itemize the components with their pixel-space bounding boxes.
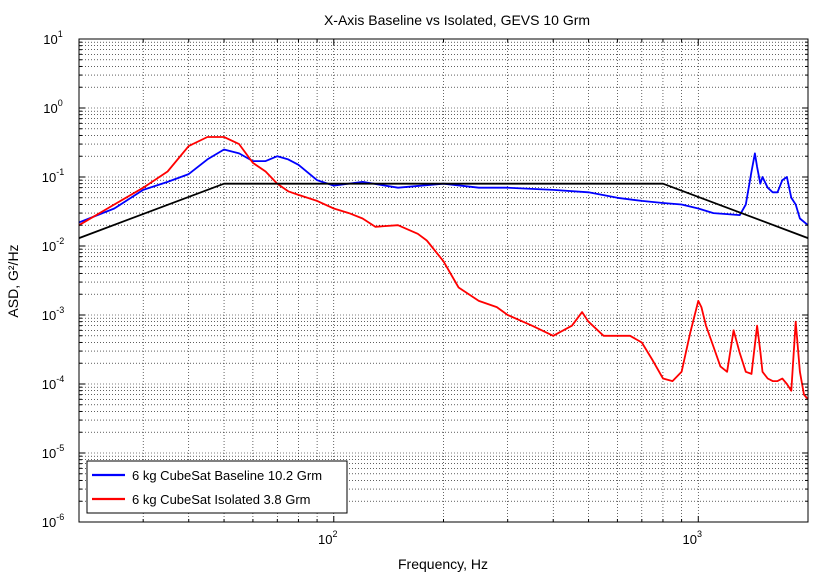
tick-label: 10-5: [42, 443, 64, 461]
tick-label: 10-6: [42, 512, 64, 530]
tick-label: 101: [43, 29, 62, 47]
legend: 6 kg CubeSat Baseline 10.2 Grm 6 kg Cube…: [86, 460, 348, 514]
axis-ticks: 102 103 101 100 10-1 10-2 10-3 10-4 10-5 10-6: [42, 29, 809, 547]
chart-title: X-Axis Baseline vs Isolated, GEVS 10 Grm: [324, 12, 590, 28]
tick-label: 10-4: [42, 374, 64, 392]
tick-label: 102: [318, 529, 337, 547]
series-line-baseline: [78, 148, 809, 226]
legend-label-baseline: 6 kg CubeSat Baseline 10.2 Grm: [132, 468, 322, 483]
tick-label: 10-2: [42, 236, 64, 254]
tick-label: 10-1: [42, 167, 64, 185]
series-line-spec: [78, 182, 809, 239]
x-axis-label: Frequency, Hz: [398, 556, 488, 572]
tick-label: 10-3: [42, 305, 64, 323]
legend-label-isolated: 6 kg CubeSat Isolated 3.8 Grm: [132, 492, 310, 507]
tick-label: 100: [43, 98, 62, 116]
series-lines: [78, 136, 809, 400]
series-line-isolated: [78, 136, 809, 400]
legend-box: [86, 460, 348, 514]
y-axis-label: ASD, G²/Hz: [5, 244, 21, 317]
tick-label: 103: [683, 529, 702, 547]
grid: [78, 38, 809, 523]
